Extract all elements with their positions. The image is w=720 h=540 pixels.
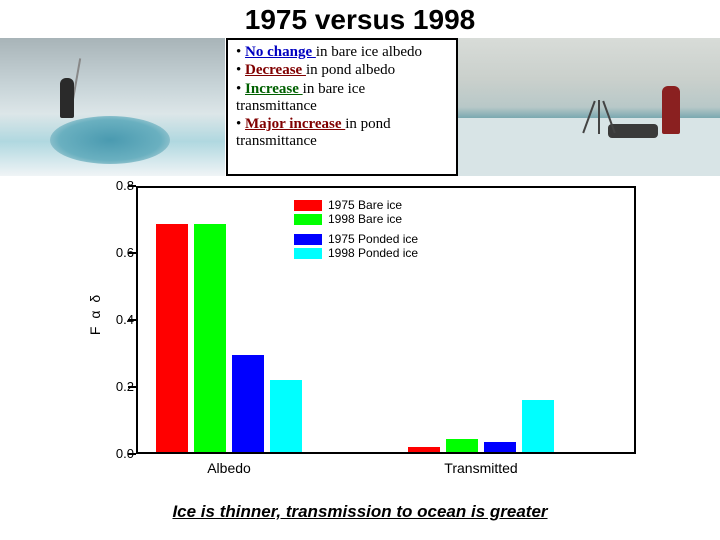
bar xyxy=(194,224,226,452)
legend-swatch xyxy=(294,200,322,211)
legend-item: 1998 Ponded ice xyxy=(294,246,418,260)
bar xyxy=(408,447,440,452)
legend-swatch xyxy=(294,248,322,259)
legend-swatch xyxy=(294,214,322,225)
x-tick-label: Transmitted xyxy=(408,460,554,476)
bar-chart: F α δ 0.00.20.40.60.8AlbedoTransmitted19… xyxy=(80,186,640,496)
page-title: 1975 versus 1998 xyxy=(0,0,720,38)
x-tick-label: Albedo xyxy=(156,460,302,476)
photo-right-ice-survey xyxy=(458,38,720,176)
bar xyxy=(156,224,188,452)
legend-swatch xyxy=(294,234,322,245)
legend-label: 1998 Bare ice xyxy=(328,212,402,226)
bar xyxy=(232,355,264,452)
bullet-item: • Major increase in pond transmittance xyxy=(236,116,448,151)
summary-bullets: • No change in bare ice albedo• Decrease… xyxy=(226,38,458,176)
legend-item: 1975 Bare ice xyxy=(294,198,418,212)
footer-caption: Ice is thinner, transmission to ocean is… xyxy=(0,502,720,522)
legend-label: 1975 Bare ice xyxy=(328,198,402,212)
bar xyxy=(270,380,302,452)
bullet-item: • Increase in bare ice transmittance xyxy=(236,81,448,116)
legend-label: 1998 Ponded ice xyxy=(328,246,418,260)
legend-item: 1975 Ponded ice xyxy=(294,232,418,246)
bullet-item: • Decrease in pond albedo xyxy=(236,62,448,79)
legend-item: 1998 Bare ice xyxy=(294,212,418,226)
bullet-item: • No change in bare ice albedo xyxy=(236,44,448,61)
bar xyxy=(522,400,554,452)
bar xyxy=(446,439,478,452)
chart-legend: 1975 Bare ice1998 Bare ice 1975 Ponded ic… xyxy=(294,198,418,260)
bar xyxy=(484,442,516,452)
photo-left-ice-pond xyxy=(0,38,225,176)
legend-label: 1975 Ponded ice xyxy=(328,232,418,246)
top-band: • No change in bare ice albedo• Decrease… xyxy=(0,38,720,176)
